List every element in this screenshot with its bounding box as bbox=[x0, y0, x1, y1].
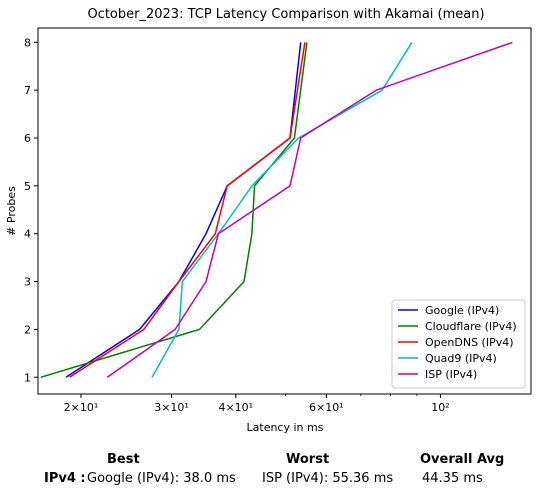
y-tick-label: 7 bbox=[24, 84, 31, 97]
summary-worst-header: Worst bbox=[286, 452, 330, 467]
y-tick-label: 4 bbox=[24, 228, 31, 241]
series-line bbox=[40, 42, 308, 379]
x-tick-label: 3×10¹ bbox=[154, 401, 189, 414]
summary-worst-value: ISP (IPv4): 55.36 ms bbox=[262, 471, 394, 486]
y-tick-label: 6 bbox=[24, 132, 31, 145]
y-tick-label: 5 bbox=[24, 180, 31, 193]
y-tick-label: 8 bbox=[24, 36, 31, 49]
legend-label: Quad9 (IPv4) bbox=[425, 352, 497, 365]
y-tick-label: 3 bbox=[24, 276, 31, 289]
series-lines bbox=[40, 41, 513, 379]
y-axis-label: # Probes bbox=[5, 186, 18, 236]
summary-avg-header: Overall Avg bbox=[420, 452, 505, 467]
legend-label: OpenDNS (IPv4) bbox=[425, 336, 514, 349]
series-line bbox=[106, 41, 513, 378]
x-tick-label: 6×10¹ bbox=[309, 401, 344, 414]
axis-ticks: 2×10¹ 3×10¹ 4×10¹ 6×10¹ 10² 1 2 3 4 5 6 7 8 bbox=[24, 36, 450, 414]
summary-row-label: IPv4 : bbox=[44, 471, 86, 486]
y-tick-label: 2 bbox=[24, 323, 31, 336]
x-tick-label: 2×10¹ bbox=[64, 401, 99, 414]
summary-avg-value: 44.35 ms bbox=[422, 471, 483, 486]
legend: Google (IPv4) Cloudflare (IPv4) OpenDNS (I… bbox=[391, 299, 526, 389]
plot-frame bbox=[37, 27, 532, 395]
x-tick-label: 4×10¹ bbox=[218, 401, 253, 414]
summary-best-header: Best bbox=[107, 452, 140, 467]
latency-chart: October_2023: TCP Latency Comparison wit… bbox=[5, 7, 532, 434]
legend-label: ISP (IPv4) bbox=[425, 368, 477, 381]
series-line bbox=[69, 42, 306, 378]
x-axis-label: Latency in ms bbox=[247, 421, 324, 434]
legend-box bbox=[391, 299, 526, 389]
series-line bbox=[65, 42, 302, 378]
legend-label: Google (IPv4) bbox=[425, 304, 499, 317]
legend-label: Cloudflare (IPv4) bbox=[425, 320, 517, 333]
summary-best-value: Google (IPv4): 38.0 ms bbox=[87, 471, 236, 486]
chart-title: October_2023: TCP Latency Comparison wit… bbox=[87, 7, 484, 22]
x-tick-label: 10² bbox=[431, 401, 449, 414]
y-tick-label: 1 bbox=[24, 371, 31, 384]
